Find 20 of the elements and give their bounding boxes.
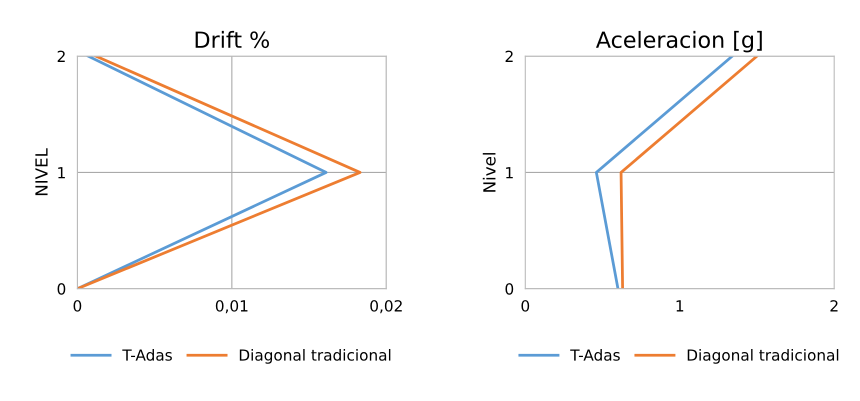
y-axis-title: Nivel: [482, 153, 496, 192]
y-tick-label: 2: [506, 50, 513, 62]
chart-title: Aceleracion [g]: [596, 30, 762, 52]
legend-label: Diagonal tradicional: [240, 348, 390, 364]
x-tick-label: 1: [676, 300, 684, 312]
legend-label: Diagonal tradicional: [688, 348, 838, 364]
legend-label: T-Adas: [570, 348, 620, 361]
x-tick-label: 0: [521, 300, 530, 312]
y-tick-label: 1: [58, 167, 65, 178]
x-tick-label: 0,02: [370, 300, 402, 314]
legend-label: T-Adas: [122, 348, 172, 361]
x-tick-label: 0: [74, 300, 82, 312]
x-tick-label: 2: [830, 300, 838, 312]
y-tick-label: 0: [58, 283, 66, 295]
y-axis-title: NIVEL: [35, 148, 48, 196]
chart-title: Drift %: [196, 30, 269, 48]
y-tick-label: 0: [505, 283, 514, 295]
y-tick-label: 2: [58, 50, 65, 62]
x-tick-label: 0,01: [216, 300, 248, 314]
y-tick-label: 1: [506, 167, 513, 178]
